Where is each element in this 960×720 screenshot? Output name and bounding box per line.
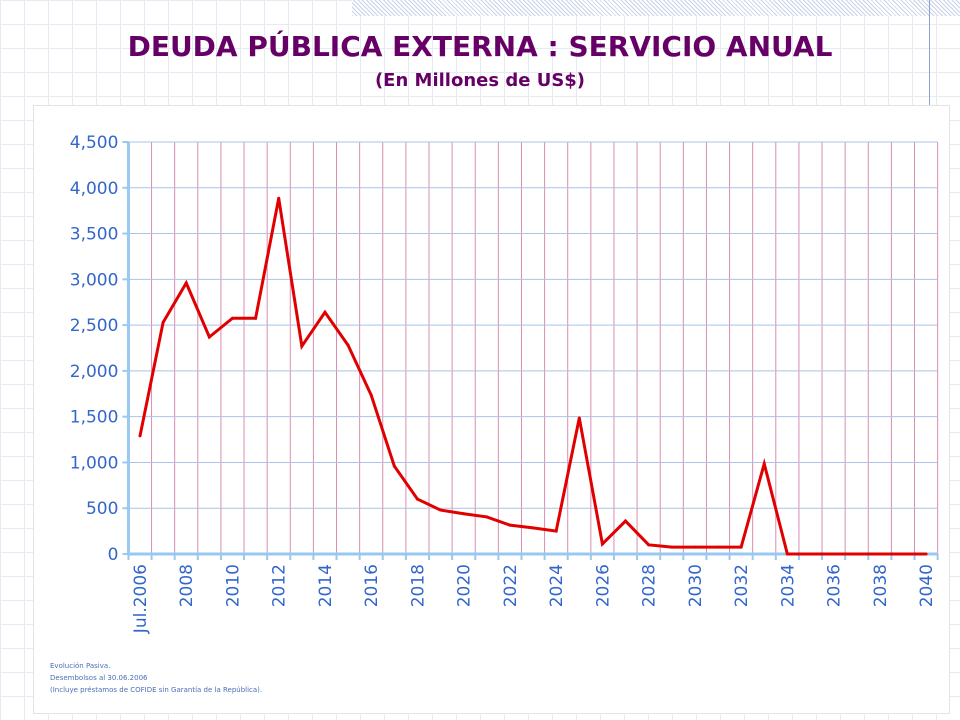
data-point — [554, 529, 558, 533]
x-tick-label: 2034 — [778, 564, 798, 607]
x-tick-label: 2038 — [871, 564, 891, 607]
data-point — [277, 196, 281, 200]
data-point — [855, 552, 859, 556]
data-point — [531, 526, 535, 530]
data-point — [138, 434, 142, 438]
x-tick-label: 2040 — [917, 564, 937, 607]
y-tick-label: 4,500 — [70, 133, 119, 153]
data-point — [878, 552, 882, 556]
x-tick-label: 2014 — [316, 564, 336, 607]
data-point — [785, 552, 789, 556]
footnotes: Evolución Pasiva. Desembolsos al 30.06.2… — [50, 660, 262, 696]
data-point — [300, 344, 304, 348]
x-tick-label: 2016 — [362, 564, 382, 607]
x-tick-label: 2030 — [686, 564, 706, 607]
data-point — [577, 416, 581, 420]
data-point — [439, 508, 443, 512]
data-point — [670, 545, 674, 549]
y-tick-label: 2,500 — [70, 316, 119, 336]
y-tick-label: 3,500 — [70, 225, 119, 245]
x-tick-label: 2036 — [825, 564, 845, 607]
data-point — [624, 519, 628, 523]
footnote: Evolución Pasiva. — [50, 662, 111, 670]
y-tick-label: 4,000 — [70, 179, 119, 199]
x-tick-label: 2012 — [270, 564, 290, 607]
y-tick-label: 2,000 — [70, 362, 119, 382]
data-point — [323, 310, 327, 314]
footnote: Desembolsos al 30.06.2006 — [50, 674, 148, 682]
data-point — [161, 320, 165, 324]
data-point — [184, 281, 188, 285]
data-point — [647, 543, 651, 547]
page-subtitle: (En Millones de US$) — [374, 70, 586, 91]
data-point — [693, 545, 697, 549]
data-point — [739, 545, 743, 549]
data-point — [762, 462, 766, 466]
header-hatch-band — [352, 0, 960, 16]
x-tick-label: 2008 — [177, 564, 197, 607]
data-point — [415, 497, 419, 501]
data-point — [346, 343, 350, 347]
x-tick-label: 2032 — [732, 564, 752, 607]
decorative-line — [929, 0, 930, 108]
data-point — [716, 545, 720, 549]
data-point — [230, 316, 234, 320]
x-tick-label: 2024 — [547, 564, 567, 607]
y-tick-label: 3,000 — [70, 270, 119, 290]
data-point — [254, 316, 258, 320]
y-tick-label: 0 — [108, 545, 119, 565]
data-point — [485, 515, 489, 519]
data-point — [600, 542, 604, 546]
x-tick-label: 2026 — [593, 564, 613, 607]
x-tick-label: 2010 — [223, 564, 243, 607]
data-point — [369, 393, 373, 397]
data-point — [207, 335, 211, 339]
y-tick-label: 1,000 — [70, 453, 119, 473]
y-tick-label: 1,500 — [70, 408, 119, 428]
x-tick-label: 2028 — [640, 564, 660, 607]
data-point — [508, 523, 512, 527]
series-line — [138, 198, 927, 556]
data-point — [392, 464, 396, 468]
chart-frame — [33, 105, 950, 714]
y-tick-label: 500 — [86, 499, 118, 519]
data-point — [462, 512, 466, 516]
footnote: (Incluye préstamos de COFIDE sin Garantí… — [50, 686, 263, 694]
page-title: DEUDA PÚBLICA EXTERNA : SERVICIO ANUAL — [127, 30, 833, 63]
data-point — [924, 552, 928, 556]
data-point — [901, 552, 905, 556]
x-tick-label: 2022 — [501, 564, 521, 607]
x-tick-label: 2020 — [455, 564, 475, 607]
data-point — [832, 552, 836, 556]
x-tick-label: Jul.2006 — [131, 564, 151, 634]
data-point — [808, 552, 812, 556]
x-tick-label: 2018 — [408, 564, 428, 607]
